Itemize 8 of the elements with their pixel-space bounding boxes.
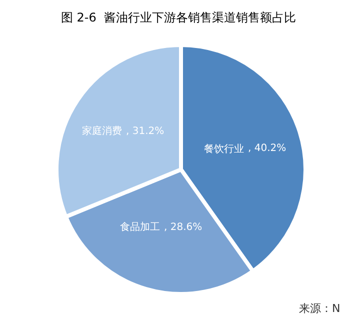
data-label: , 31.2% (126, 126, 164, 137)
source-note: 来源：N (299, 302, 340, 315)
slice-label: 餐饮行业 (204, 143, 244, 155)
data-label: , 40.2% (248, 143, 286, 154)
slice-label: 家庭消费 (82, 125, 122, 137)
slice-label: 食品加工 (120, 221, 160, 233)
data-label: , 28.6% (164, 222, 202, 233)
chart-title: 图 2-6 酱油行业下游各销售渠道销售额占比 (60, 10, 296, 24)
